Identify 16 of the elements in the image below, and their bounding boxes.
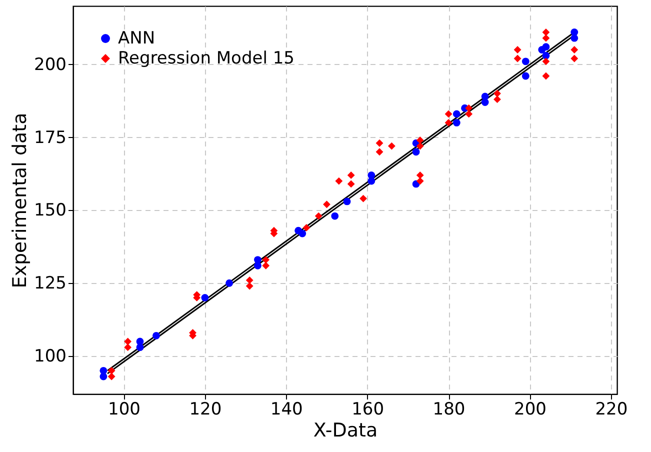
- x-tick-label: 220: [595, 400, 628, 420]
- x-axis-title: X-Data: [313, 420, 378, 442]
- y-tick-label: 200: [34, 54, 66, 75]
- x-tick-label: 120: [189, 400, 222, 420]
- y-tick-label: 125: [34, 274, 66, 294]
- y-tick-label: 150: [34, 200, 66, 221]
- x-tick-label: 200: [514, 400, 546, 420]
- y-tick-label: 175: [34, 128, 66, 148]
- legend-label: Regression Model 15: [118, 48, 294, 68]
- x-tick-label: 160: [352, 400, 384, 420]
- y-axis-title: Experimental data: [9, 112, 32, 288]
- x-tick-label: 100: [108, 400, 140, 420]
- y-tick-label: 100: [34, 346, 66, 367]
- x-tick-label: 180: [432, 400, 466, 420]
- x-tick-label: 140: [270, 400, 303, 420]
- legend-label: ANN: [118, 28, 156, 48]
